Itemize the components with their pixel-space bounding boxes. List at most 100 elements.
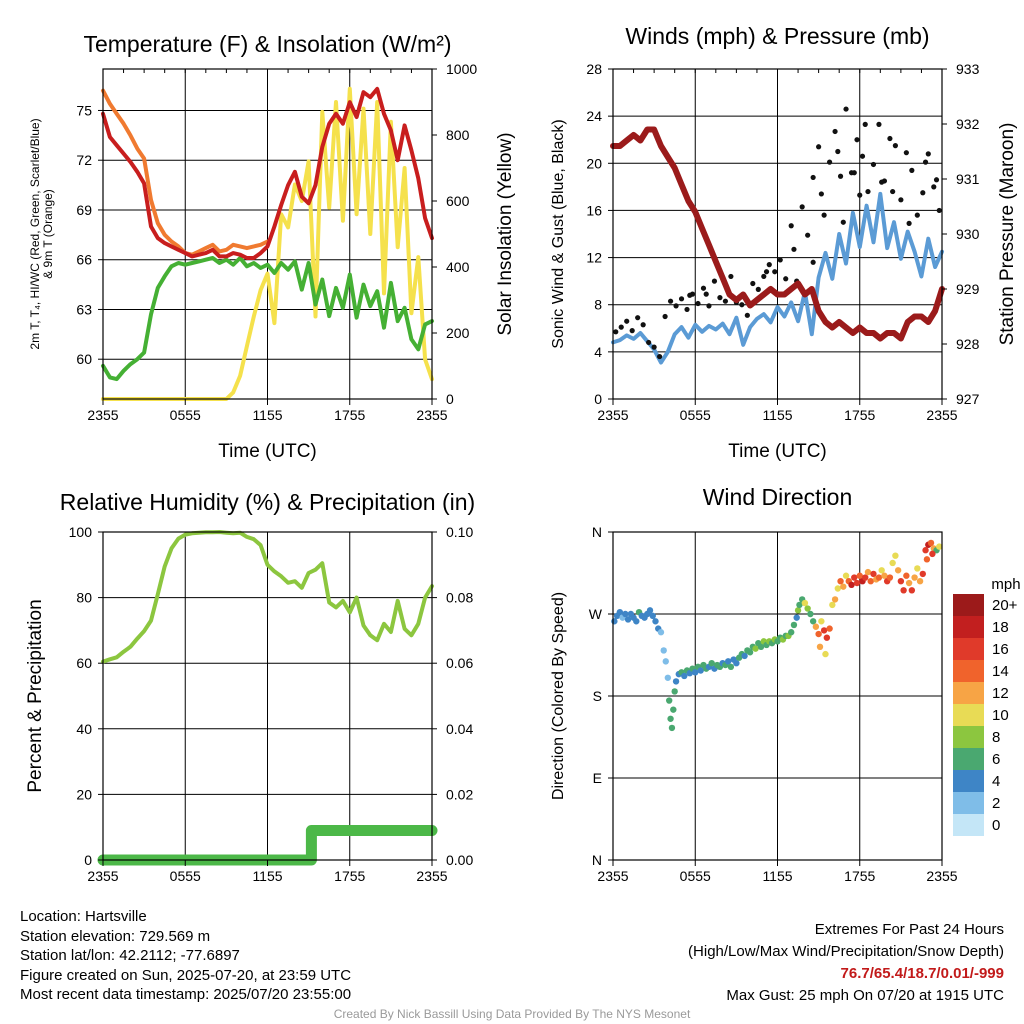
legend-label: 20+ [992, 597, 1018, 614]
series-line [101, 86, 434, 260]
data-point [892, 143, 898, 149]
y2-axis-label: Station Pressure (Maroon) [997, 123, 1018, 346]
data-point [678, 296, 685, 302]
data-point [640, 322, 646, 328]
legend-swatch [953, 594, 984, 616]
direction-point [837, 578, 844, 585]
direction-point [622, 610, 629, 618]
data-point [763, 269, 770, 275]
data-point [755, 286, 761, 292]
data-point [805, 232, 811, 238]
direction-point [646, 607, 654, 614]
direction-point [818, 618, 825, 625]
legend-swatch [953, 638, 984, 660]
y2-tick-label: 0.06 [446, 655, 473, 671]
y2-axis-label: Solar Insolation (Yellow) [495, 132, 516, 335]
direction-point [886, 574, 894, 581]
direction-point [633, 618, 640, 625]
y-tick-label: 75 [76, 102, 92, 118]
data-point [629, 328, 635, 334]
y2-tick-label: 931 [956, 171, 980, 187]
legend-label: 10 [992, 707, 1009, 724]
direction-point [793, 614, 800, 621]
data-point [772, 269, 778, 275]
direction-point [881, 572, 888, 579]
data-point [859, 153, 866, 159]
y-tick-label: 80 [76, 590, 92, 606]
y2-tick-label: 929 [956, 281, 980, 297]
direction-point [616, 608, 624, 616]
direction-point [922, 547, 929, 554]
direction-point [905, 579, 913, 587]
direction-point [752, 645, 759, 652]
chart-title: Relative Humidity (%) & Precipitation (i… [60, 489, 475, 515]
legend-label: 14 [992, 663, 1009, 680]
data-point [862, 121, 868, 127]
direction-point [936, 543, 943, 550]
data-point [728, 273, 734, 280]
speed-legend: mph 20+ 18 16 14 12 10 8 6 4 2 0 [953, 576, 1021, 836]
data-point [662, 313, 668, 320]
x-tick-label: 0555 [170, 407, 201, 423]
direction-point [664, 674, 672, 681]
data-point [788, 223, 794, 229]
legend-label: 12 [992, 685, 1009, 702]
extremes-legend: (High/Low/Max Wind/Precipitation/Snow De… [688, 943, 1004, 960]
data-point [832, 128, 838, 135]
y2-tick-label: 600 [446, 193, 470, 209]
data-point [920, 190, 926, 196]
y-tick-label: 28 [586, 61, 602, 77]
direction-point [908, 587, 916, 594]
data-point [887, 135, 893, 142]
direction-point [794, 607, 802, 614]
direction-point [812, 623, 820, 630]
y-axis-label: Direction (Colored By Speed) [550, 592, 567, 800]
legend-label: 16 [992, 641, 1009, 658]
x-axis-label: Time (UTC) [218, 441, 317, 462]
direction-point [815, 630, 822, 638]
y2-tick-label: 0 [446, 391, 454, 407]
direction-point [862, 574, 869, 581]
station-location: Location: Hartsville [20, 908, 147, 925]
legend-swatch [953, 682, 984, 704]
data-point [739, 302, 745, 308]
x-tick-label: 2355 [926, 868, 957, 884]
data-point [840, 219, 846, 225]
y-tick-label: 69 [76, 202, 92, 218]
data-point [906, 220, 912, 226]
data-point [667, 298, 674, 304]
data-point [766, 262, 772, 268]
y-tick-label: 24 [586, 108, 602, 124]
direction-point [692, 669, 699, 676]
direction-point [878, 567, 885, 574]
x-tick-label: 0555 [680, 868, 711, 884]
direction-point [667, 715, 674, 722]
direction-point [853, 579, 861, 587]
y-tick-label: 20 [586, 155, 602, 171]
data-point [618, 324, 624, 330]
direction-point [649, 612, 656, 620]
x-tick-label: 2355 [416, 868, 447, 884]
y2-tick-label: 927 [956, 391, 980, 407]
extremes-title: Extremes For Past 24 Hours [814, 921, 1004, 938]
direction-point [657, 629, 665, 636]
data-point [750, 280, 756, 287]
direction-point [892, 552, 899, 559]
y-tick-label: W [589, 606, 603, 622]
data-point [761, 273, 767, 280]
y-tick-label: 20 [76, 786, 92, 802]
legend-label: 0 [992, 817, 1000, 834]
series-line [101, 530, 434, 664]
y-tick-label: 4 [594, 344, 602, 360]
chart-title: Wind Direction [703, 484, 853, 510]
data-point [717, 295, 723, 301]
data-point [903, 150, 909, 156]
legend-label: 6 [992, 751, 1000, 768]
y2-tick-label: 0.04 [446, 721, 473, 737]
legend-swatch [953, 770, 984, 792]
series-line [101, 256, 434, 382]
x-tick-label: 1755 [334, 868, 365, 884]
x-tick-label: 1755 [334, 407, 365, 423]
direction-point [894, 567, 902, 574]
